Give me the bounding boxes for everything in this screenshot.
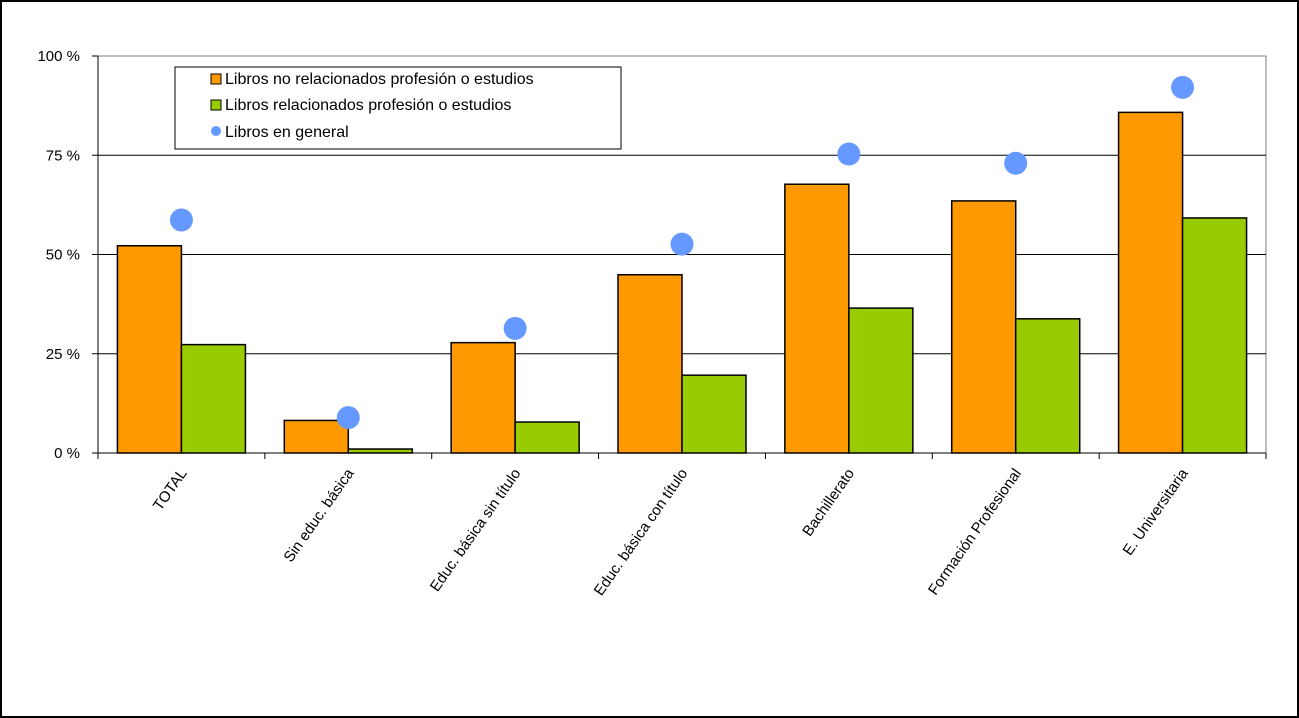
legend-label-general: Libros en general	[225, 124, 349, 141]
legend-marker-general	[211, 126, 221, 136]
marker-libros-general	[670, 232, 694, 256]
y-tick-label: 25 %	[46, 346, 80, 363]
bar-relacionados	[180, 343, 247, 454]
bar-no-relacionados	[283, 419, 350, 454]
bars	[116, 111, 1248, 454]
bar-relacionados	[514, 421, 580, 454]
marker-libros-general	[1004, 151, 1028, 175]
category-label: Sin educ. básica	[280, 465, 357, 565]
y-tick-label: 75 %	[46, 147, 80, 164]
marker-libros-general	[837, 142, 861, 166]
category-label: TOTAL	[150, 466, 191, 514]
legend-label-no-relacionados: Libros no relacionados profesión o estud…	[225, 71, 534, 88]
legend-swatch-relacionados	[210, 99, 222, 111]
category-label: Educ. básica sin título	[427, 466, 525, 595]
bar-no-relacionados	[617, 273, 683, 454]
marker-libros-general	[1171, 75, 1195, 99]
y-tick-label: 100 %	[37, 48, 80, 65]
marker-libros-general	[169, 208, 193, 232]
legend-box	[174, 66, 622, 150]
bar-no-relacionados	[950, 200, 1017, 454]
bar-no-relacionados	[1117, 111, 1184, 454]
legend: Libros no relacionados profesión o estud…	[174, 66, 622, 150]
bar-no-relacionados	[116, 245, 183, 454]
markers	[169, 75, 1195, 430]
axes	[92, 55, 1267, 459]
bar-relacionados	[681, 374, 747, 454]
x-tick-labels: TOTAL Sin educ. básica Educ. básica sin tí…	[150, 465, 1192, 599]
bar-no-relacionados	[784, 183, 850, 454]
category-label: Formación Profesional	[925, 466, 1025, 599]
bar-no-relacionados	[450, 341, 516, 454]
bar-relacionados	[848, 307, 914, 454]
marker-libros-general	[503, 316, 527, 340]
bar-relacionados	[1014, 318, 1081, 454]
y-tick-labels: 0 % 25 % 50 % 75 % 100 %	[37, 48, 80, 462]
legend-swatch-no-relacionados	[210, 73, 222, 85]
bar-relacionados	[1181, 217, 1248, 454]
category-label: Educ. básica con título	[591, 466, 691, 599]
bar-relacionados	[347, 448, 414, 454]
category-label: E. Universitaria	[1120, 465, 1193, 559]
marker-libros-general	[336, 406, 360, 430]
category-label: Bachillerato	[799, 466, 858, 540]
y-tick-label: 50 %	[46, 247, 80, 264]
y-tick-label: 0 %	[54, 445, 80, 462]
legend-label-relacionados: Libros relacionados profesión o estudios	[225, 97, 511, 114]
